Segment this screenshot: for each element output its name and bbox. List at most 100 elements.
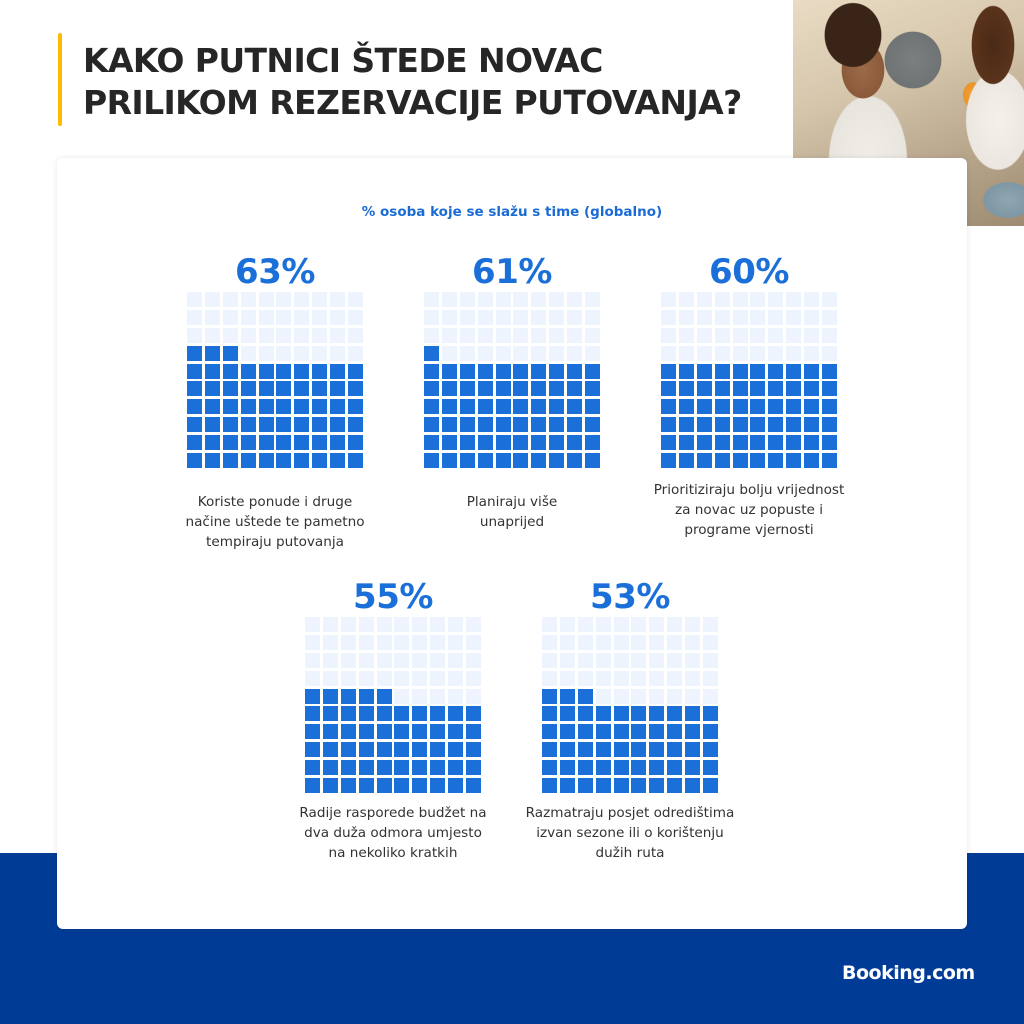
waffle-cell-empty bbox=[786, 345, 802, 361]
waffle-cell-empty bbox=[376, 652, 392, 668]
waffle-cell-empty bbox=[448, 634, 464, 650]
waffle-cell-filled bbox=[340, 760, 356, 776]
waffle-cell-empty bbox=[222, 309, 238, 325]
waffle-cell-filled bbox=[822, 453, 838, 469]
waffle-cell-filled bbox=[613, 760, 629, 776]
waffle-cell-empty bbox=[294, 345, 310, 361]
waffle-cell-filled bbox=[276, 417, 292, 433]
waffle-cell-filled bbox=[430, 760, 446, 776]
waffle-cell-filled bbox=[661, 381, 676, 397]
waffle-cell-filled bbox=[613, 724, 629, 740]
waffle-cell-filled bbox=[187, 399, 202, 415]
waffle-cell-empty bbox=[613, 688, 629, 704]
waffle-cell-filled bbox=[595, 760, 611, 776]
waffle-cell-filled bbox=[340, 706, 356, 722]
waffle-cell-filled bbox=[258, 453, 274, 469]
waffle-cell-filled bbox=[305, 688, 320, 704]
waffle-cell-empty bbox=[678, 292, 694, 307]
waffle-cell-empty bbox=[240, 309, 256, 325]
waffle-cell-empty bbox=[441, 345, 457, 361]
waffle-cell-filled bbox=[412, 760, 428, 776]
waffle-cell-empty bbox=[732, 292, 748, 307]
caption-line: na nekoliko kratkih bbox=[328, 845, 458, 861]
waffle-cell-filled bbox=[822, 363, 838, 379]
waffle-cell-filled bbox=[448, 742, 464, 758]
waffle-cell-filled bbox=[187, 381, 202, 397]
waffle-cell-empty bbox=[685, 688, 701, 704]
waffle-cell-filled bbox=[448, 706, 464, 722]
waffle-cell-filled bbox=[187, 363, 202, 379]
waffle-cell-empty bbox=[394, 634, 410, 650]
waffle-cell-empty bbox=[631, 617, 647, 632]
caption-line: Prioritiziraju bolju vrijednost bbox=[653, 482, 845, 498]
waffle-cell-empty bbox=[649, 688, 665, 704]
waffle-cell-filled bbox=[348, 399, 364, 415]
waffle-cell-empty bbox=[685, 617, 701, 632]
waffle-cell-filled bbox=[649, 706, 665, 722]
waffle-cell-filled bbox=[714, 381, 730, 397]
waffle-cell-empty bbox=[613, 670, 629, 686]
waffle-cell-empty bbox=[466, 634, 482, 650]
waffle-cell-empty bbox=[448, 688, 464, 704]
waffle-cell-empty bbox=[322, 617, 338, 632]
waffle-cell-empty bbox=[649, 652, 665, 668]
waffle-cell-filled bbox=[340, 688, 356, 704]
waffle-cell-empty bbox=[732, 309, 748, 325]
waffle-cell-empty bbox=[768, 327, 784, 343]
waffle-cell-filled bbox=[477, 363, 493, 379]
waffle-cell-filled bbox=[631, 724, 647, 740]
waffle-cell-filled bbox=[495, 399, 511, 415]
waffle-cell-filled bbox=[412, 778, 428, 794]
waffle-cell-filled bbox=[559, 778, 575, 794]
waffle-cell-filled bbox=[412, 724, 428, 740]
waffle-cell-empty bbox=[649, 634, 665, 650]
waffle-cell-empty bbox=[685, 670, 701, 686]
waffle-cell-empty bbox=[667, 617, 683, 632]
waffle-cell-filled bbox=[714, 399, 730, 415]
waffle-cell-filled bbox=[585, 435, 601, 451]
waffle-cell-filled bbox=[424, 363, 439, 379]
waffle-cell-filled bbox=[750, 381, 766, 397]
waffle-cell-filled bbox=[430, 706, 446, 722]
waffle-cell-empty bbox=[531, 292, 547, 307]
waffle-cell-filled bbox=[340, 778, 356, 794]
waffle-grid bbox=[305, 617, 482, 794]
waffle-cell-filled bbox=[768, 363, 784, 379]
waffle-cell-filled bbox=[240, 399, 256, 415]
waffle-cell-empty bbox=[394, 670, 410, 686]
waffle-cell-empty bbox=[667, 670, 683, 686]
waffle-cell-filled bbox=[732, 435, 748, 451]
waffle-cell-filled bbox=[394, 760, 410, 776]
waffle-cell-filled bbox=[294, 399, 310, 415]
waffle-cell-filled bbox=[459, 363, 475, 379]
waffle-cell-filled bbox=[613, 742, 629, 758]
waffle-cell-filled bbox=[661, 399, 676, 415]
waffle-cell-empty bbox=[513, 345, 529, 361]
caption-line: dužih ruta bbox=[595, 845, 665, 861]
waffle-cell-empty bbox=[513, 292, 529, 307]
title-line-2: PRILIKOM REZERVACIJE PUTOVANJA? bbox=[83, 83, 742, 122]
waffle-cell-filled bbox=[696, 381, 712, 397]
caption-line: za novac uz popuste i bbox=[674, 502, 824, 518]
waffle-cell-filled bbox=[477, 399, 493, 415]
waffle-cell-filled bbox=[786, 399, 802, 415]
waffle-cell-filled bbox=[585, 453, 601, 469]
stat-percentage: 60% bbox=[709, 252, 789, 292]
waffle-cell-filled bbox=[513, 453, 529, 469]
waffle-cell-filled bbox=[732, 399, 748, 415]
waffle-cell-filled bbox=[466, 724, 482, 740]
waffle-cell-empty bbox=[631, 688, 647, 704]
waffle-cell-filled bbox=[448, 760, 464, 776]
waffle-cell-empty bbox=[305, 670, 320, 686]
waffle-cell-filled bbox=[240, 363, 256, 379]
waffle-cell-empty bbox=[412, 634, 428, 650]
waffle-cell-filled bbox=[577, 688, 593, 704]
waffle-cell-filled bbox=[822, 435, 838, 451]
waffle-cell-empty bbox=[222, 292, 238, 307]
waffle-cell-empty bbox=[312, 327, 328, 343]
waffle-cell-empty bbox=[187, 327, 202, 343]
waffle-cell-filled bbox=[477, 435, 493, 451]
waffle-cell-filled bbox=[258, 363, 274, 379]
waffle-cell-empty bbox=[424, 309, 439, 325]
waffle-cell-empty bbox=[258, 292, 274, 307]
